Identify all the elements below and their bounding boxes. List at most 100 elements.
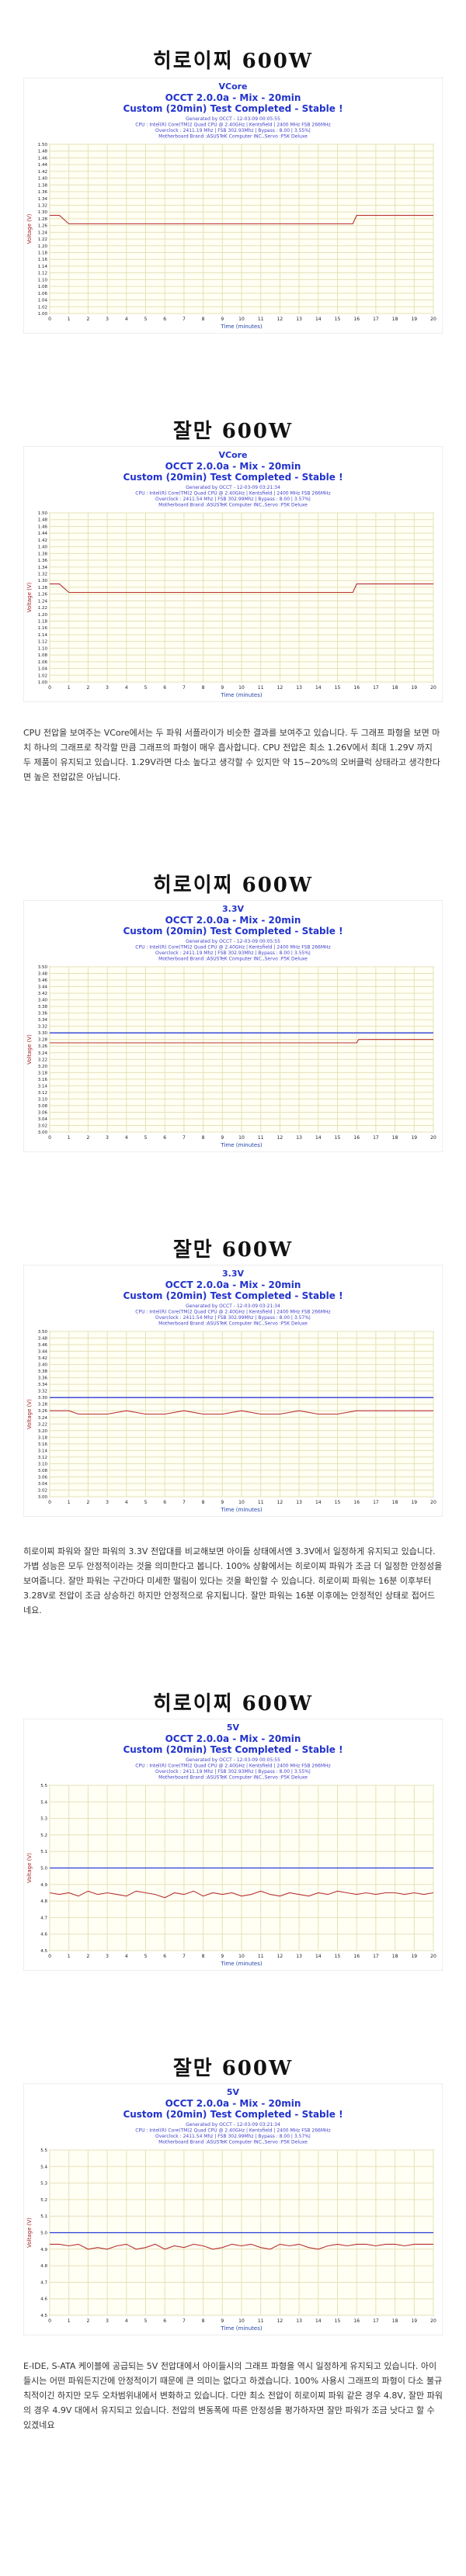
x-tick-label: 20 xyxy=(430,1954,436,1959)
series-line xyxy=(50,1410,433,1415)
chart-info-line: Motherboard Brand :ASUSTeK Computer INC.… xyxy=(158,1775,308,1781)
y-tick-label: 3.00 xyxy=(38,1495,48,1500)
x-tick-label: 20 xyxy=(430,685,436,691)
y-tick-label: 3.34 xyxy=(38,1383,48,1387)
x-tick-label: 19 xyxy=(411,685,417,691)
y-tick-label: 1.22 xyxy=(38,606,47,611)
x-tick-label: 12 xyxy=(277,1500,283,1505)
section-heading: 히로이찌 600W xyxy=(152,50,314,73)
x-tick-label: 14 xyxy=(315,2318,322,2324)
chart-status: Custom (20min) Test Completed - Stable ! xyxy=(123,103,343,114)
y-tick-label: 3.08 xyxy=(38,1104,48,1109)
y-tick-label: 1.28 xyxy=(38,217,48,222)
y-tick-label: 3.16 xyxy=(38,1078,48,1082)
y-tick-label: 4.5 xyxy=(40,2314,47,2318)
y-tick-label: 3.46 xyxy=(38,1343,48,1348)
y-tick-label: 3.26 xyxy=(38,1044,48,1049)
x-tick-label: 5 xyxy=(144,2318,148,2324)
chart-vcore-hiroichi: VCore OCCT 2.0.0a - Mix - 20min Custom (20… xyxy=(23,78,443,334)
y-tick-label: 3.42 xyxy=(38,992,47,996)
x-tick-label: 0 xyxy=(48,1954,51,1959)
x-tick-label: 17 xyxy=(373,685,379,691)
x-tick-label: 17 xyxy=(373,1135,379,1141)
chart-status: Custom (20min) Test Completed - Stable ! xyxy=(123,472,343,483)
x-tick-label: 8 xyxy=(202,2318,205,2324)
x-tick-label: 11 xyxy=(258,317,264,322)
chart-info-line: Overclock : 2411.54 Mhz | FSB 302.99Mhz … xyxy=(155,2134,311,2139)
y-tick-label: 1.30 xyxy=(38,579,48,583)
y-tick-label: 4.9 xyxy=(40,2248,47,2252)
x-tick-label: 8 xyxy=(202,1954,205,1959)
y-tick-label: 1.24 xyxy=(38,599,48,604)
x-tick-label: 15 xyxy=(335,1135,341,1141)
x-tick-label: 13 xyxy=(296,1500,302,1505)
x-tick-label: 19 xyxy=(411,317,417,322)
chart-info-line: CPU : Intel(R) Core(TM)2 Quad CPU @ 2.40… xyxy=(135,491,330,497)
x-tick-label: 10 xyxy=(238,1135,245,1141)
y-tick-label: 1.24 xyxy=(38,230,48,235)
x-tick-label: 3 xyxy=(106,2318,109,2324)
y-tick-label: 1.06 xyxy=(38,292,48,296)
y-tick-label: 3.18 xyxy=(38,1435,48,1440)
x-tick-label: 11 xyxy=(258,2318,264,2324)
chart-info-line: Generated by OCCT - 12-03-09 03:21:34 xyxy=(186,1304,280,1309)
y-tick-label: 3.02 xyxy=(38,1488,47,1493)
y-tick-label: 3.14 xyxy=(38,1084,48,1089)
y-tick-label: 1.12 xyxy=(38,640,47,645)
y-tick-label: 1.28 xyxy=(38,586,48,590)
x-axis-label: Time (minutes) xyxy=(220,1142,262,1148)
y-tick-label: 1.48 xyxy=(38,518,48,523)
x-tick-label: 2 xyxy=(86,2318,89,2324)
y-tick-label: 3.32 xyxy=(38,1390,47,1394)
y-tick-label: 1.14 xyxy=(38,265,48,269)
x-tick-label: 14 xyxy=(315,317,322,322)
x-tick-label: 8 xyxy=(202,1135,205,1141)
y-tick-label: 3.14 xyxy=(38,1449,48,1453)
chart-3v3-zalman: 3.3V OCCT 2.0.0a - Mix - 20min Custom (20m… xyxy=(23,1265,443,1517)
y-tick-label: 3.04 xyxy=(38,1117,48,1122)
chart-info-line: Motherboard Brand :ASUSTeK Computer INC.… xyxy=(158,2140,308,2145)
chart-info-line: Overclock : 2411.19 Mhz | FSB 302.93Mhz … xyxy=(155,1769,311,1774)
x-tick-label: 2 xyxy=(86,1135,89,1141)
x-tick-label: 12 xyxy=(277,1954,283,1959)
y-tick-label: 3.30 xyxy=(38,1396,48,1401)
x-tick-label: 16 xyxy=(353,317,360,322)
y-tick-label: 3.36 xyxy=(38,1012,48,1016)
chart-subtitle: OCCT 2.0.0a - Mix - 20min xyxy=(165,2098,301,2109)
y-tick-label: 1.50 xyxy=(38,143,48,147)
chart-title: 5V xyxy=(227,1723,240,1733)
chart-vcore-zalman: VCore OCCT 2.0.0a - Mix - 20min Custom (20… xyxy=(23,446,443,702)
y-tick-label: 1.34 xyxy=(38,197,48,202)
x-tick-label: 11 xyxy=(258,1500,264,1505)
x-tick-label: 3 xyxy=(106,1500,109,1505)
x-tick-label: 6 xyxy=(163,1135,166,1141)
y-tick-label: 3.46 xyxy=(38,978,48,983)
x-tick-label: 20 xyxy=(430,1500,436,1505)
y-tick-label: 3.04 xyxy=(38,1482,48,1487)
x-tick-label: 5 xyxy=(144,1500,148,1505)
y-tick-label: 5.3 xyxy=(40,2182,47,2186)
x-tick-label: 6 xyxy=(163,2318,166,2324)
y-tick-label: 3.22 xyxy=(38,1422,47,1427)
x-tick-label: 14 xyxy=(315,1954,322,1959)
y-tick-label: 1.10 xyxy=(38,646,48,651)
y-tick-label: 1.02 xyxy=(38,673,47,678)
y-tick-label: 3.50 xyxy=(38,1330,48,1335)
x-tick-label: 9 xyxy=(221,2318,224,2324)
x-tick-label: 10 xyxy=(238,317,245,322)
x-tick-label: 12 xyxy=(277,685,283,691)
y-tick-label: 1.18 xyxy=(38,251,48,256)
y-tick-label: 1.04 xyxy=(38,299,48,303)
y-tick-label: 1.04 xyxy=(38,667,48,672)
y-tick-label: 4.8 xyxy=(40,2264,47,2269)
y-tick-label: 1.36 xyxy=(38,559,48,563)
commentary-paragraph: CPU 전압을 보여주는 VCore에서는 두 파워 서플라이가 비슷한 결과를… xyxy=(23,725,443,784)
y-tick-label: 1.34 xyxy=(38,566,48,570)
chart-info-line: Overclock : 2411.54 Mhz | FSB 302.99Mhz … xyxy=(155,1315,311,1321)
y-tick-label: 3.24 xyxy=(38,1051,48,1056)
x-tick-label: 16 xyxy=(353,685,360,691)
x-tick-label: 19 xyxy=(411,1500,417,1505)
y-tick-label: 1.22 xyxy=(38,237,47,242)
paragraph-text: E-IDE, S-ATA 케이블에 공급되는 5V 전압대에서 아이들시의 그래… xyxy=(23,2361,443,2430)
